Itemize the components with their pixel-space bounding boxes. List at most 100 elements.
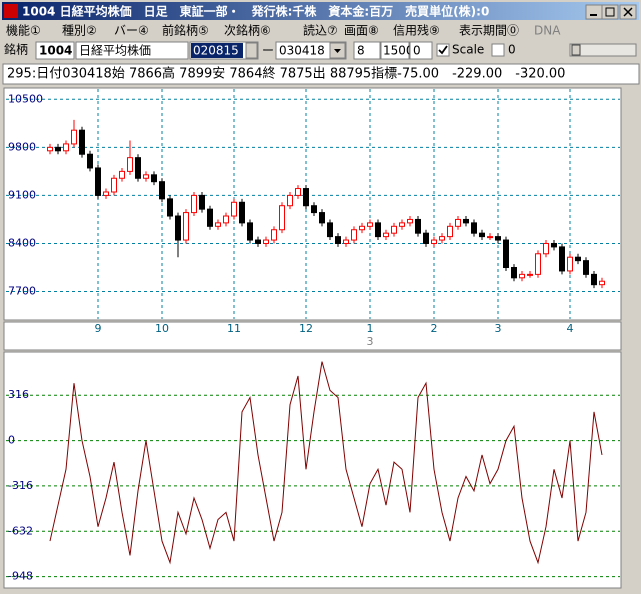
candle-body [135, 157, 141, 179]
n3-box[interactable] [409, 41, 433, 60]
menu-item[interactable]: 画面⑧ [344, 24, 379, 38]
candle-body [103, 191, 109, 196]
n4: 0 [508, 43, 516, 57]
candle-body [375, 222, 381, 238]
candle-body [239, 201, 245, 224]
candle-body [199, 194, 205, 210]
from-selection [191, 43, 243, 58]
window-title: 1004 日経平均株価 日足 東証一部・ 発行株:千株 資本金:百万 売買単位(… [22, 4, 489, 19]
menu-item[interactable]: 表示期間⓪ [459, 24, 519, 38]
candle-body [503, 239, 509, 269]
menu-disabled: DNA [534, 24, 561, 38]
candle-body [463, 218, 469, 224]
n1: 8 [357, 44, 365, 58]
candle-body [111, 177, 117, 193]
candle-body [455, 218, 461, 227]
candle-body [263, 239, 269, 244]
y-tick-label: -948 [8, 570, 33, 583]
maximize-button[interactable] [601, 4, 619, 20]
x-tick-label: 12 [299, 322, 313, 335]
candle-body [215, 222, 221, 227]
candle-body [511, 267, 517, 279]
candle-body [271, 229, 277, 241]
spin-button[interactable] [245, 42, 258, 59]
code-box[interactable] [35, 41, 75, 60]
info-line: 295:日付030418始 7866高 7899安 7864終 7875出 88… [7, 66, 565, 82]
menu-item[interactable]: 前銘柄⑤ [162, 23, 209, 38]
to-date: 030418 [279, 44, 325, 58]
candle-body [255, 239, 261, 244]
candle-body [247, 222, 253, 241]
menu-item[interactable]: 機能① [6, 23, 41, 38]
x-tick-label: 11 [227, 322, 241, 335]
candle-body [175, 215, 181, 241]
candle-body [47, 146, 53, 152]
to-box[interactable] [275, 41, 347, 60]
candle-body [559, 246, 565, 272]
y-tick-label: 10500 [8, 92, 43, 105]
n2-box[interactable] [380, 41, 410, 60]
candle-body [295, 188, 301, 196]
candle-body [231, 201, 237, 217]
candle-body [447, 225, 453, 238]
candle-body [423, 232, 429, 244]
menu-item[interactable]: 信用残⑨ [393, 24, 440, 38]
n1-box[interactable] [353, 41, 381, 60]
x-tick-label: 9 [95, 322, 102, 335]
candle-body [439, 236, 445, 241]
candle-body [79, 129, 85, 155]
candle-body [583, 260, 589, 275]
candle-body [327, 222, 333, 238]
name-box[interactable] [75, 41, 189, 60]
checkbox[interactable] [491, 43, 505, 57]
y-tick-label: 8400 [8, 236, 36, 249]
candle-body [151, 174, 157, 183]
candle-body [495, 236, 501, 241]
candle-body [63, 143, 69, 152]
y-tick-label: 7700 [8, 285, 36, 298]
candle-body [71, 129, 77, 145]
candle-body [519, 273, 525, 279]
toolbar: 銘柄 1004 日経平均株価 020815 ー 030418 8 1500 0 … [4, 41, 637, 60]
minimize-button[interactable] [585, 4, 603, 20]
indicator-panel [3, 351, 622, 589]
window-buttons [585, 4, 637, 20]
candle-body [119, 170, 125, 179]
menu-item[interactable]: 種別② [62, 24, 97, 38]
year-label: 3 [367, 335, 374, 348]
candle-body [311, 205, 317, 214]
name: 日経平均株価 [79, 43, 151, 58]
price-panel [3, 87, 622, 321]
n2: 1500 [383, 44, 414, 58]
slider[interactable] [569, 43, 637, 57]
menu-item[interactable]: 読込⑦ [303, 23, 338, 38]
candle-body [399, 222, 405, 227]
candle-body [143, 174, 149, 179]
x-tick-label: 2 [431, 322, 438, 335]
candle-body [87, 153, 93, 169]
candle-body [479, 232, 485, 238]
scale-checkbox[interactable] [436, 43, 450, 57]
candle-body [599, 280, 605, 286]
candle-body [431, 239, 437, 244]
candle-body [207, 208, 213, 227]
candle-body [383, 232, 389, 238]
y-tick-label: 316 [8, 388, 29, 401]
x-tick-label: 10 [155, 322, 169, 335]
candle-body [303, 188, 309, 207]
slider-thumb[interactable] [571, 44, 581, 56]
app-icon [4, 4, 18, 18]
candle-body [527, 273, 533, 276]
candle-body [55, 146, 61, 152]
symbol-label: 銘柄 [4, 42, 28, 57]
date-dash: ー [262, 44, 274, 58]
candle-body [287, 194, 293, 207]
candle-body [223, 215, 229, 224]
indicator-line [49, 361, 603, 565]
menu-item[interactable]: 次銘柄⑥ [224, 23, 271, 38]
candle-body [567, 256, 573, 272]
menu-item[interactable]: バー④ [114, 24, 149, 38]
title-bar [2, 2, 639, 20]
candle-body [335, 236, 341, 244]
